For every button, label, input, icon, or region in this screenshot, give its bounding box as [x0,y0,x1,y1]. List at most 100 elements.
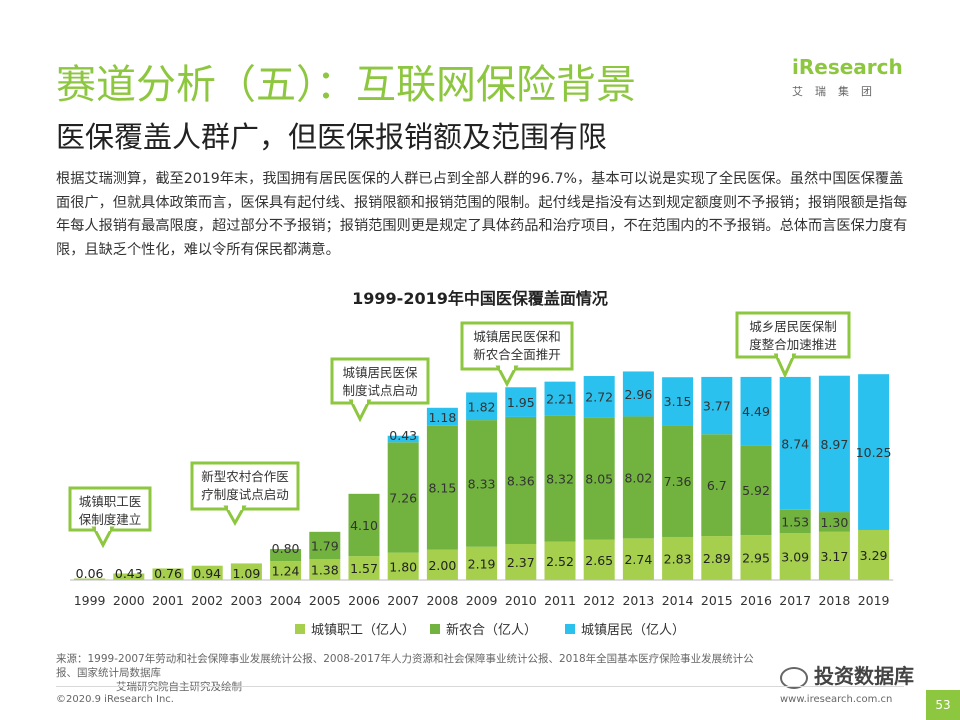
page-subtitle: 医保覆盖人群广，但医保报销额及范围有限 [56,120,608,154]
watermark-text: 投资数据库 [814,664,914,688]
page-title: 赛道分析（五）：互联网保险背景 [56,62,636,108]
source-line-1: 来源：1999-2007年劳动和社会保障事业发展统计公报、2008-2017年人… [56,653,754,679]
value-label: 6.7 [707,478,727,493]
bar-城镇居民（亿人）-2014 [662,377,694,426]
value-label: 3.17 [820,549,848,564]
bar-城镇职工（亿人）-2011 [544,541,576,580]
footer-divider [56,686,904,687]
value-label: 8.33 [468,476,496,491]
bar-城镇职工（亿人）-2009 [466,546,498,580]
value-label: 3.77 [703,399,731,414]
annotation-box [330,357,430,405]
value-label: 0.06 [76,566,104,581]
annotation-pointer-mask [500,365,514,370]
bar-城镇职工（亿人）-2018 [818,531,850,580]
iresearch-logo: iResearch 艾瑞集团 [792,55,912,99]
bar-新农合（亿人）-2006 [348,493,380,557]
bar-新农合（亿人）-2005 [309,531,341,560]
value-label: 8.97 [820,437,848,452]
value-label: 1.95 [507,395,535,410]
value-label: 10.25 [856,445,892,460]
x-tick-label: 2010 [505,593,537,608]
value-label: 1.24 [272,564,300,579]
annotation-text: 城乡居民医保制 [749,319,837,334]
x-tick-label: 2007 [387,593,419,608]
value-label: 2.21 [546,391,574,406]
bar-城镇职工（亿人）-2003 [230,563,262,580]
annotation-text: 度整合加速推进 [749,337,837,352]
bar-城镇居民（亿人）-2008 [426,407,458,426]
bar-新农合（亿人）-2015 [701,434,733,537]
x-tick-label: 2012 [583,593,615,608]
value-label: 2.65 [585,553,613,568]
bar-新农合（亿人）-2010 [505,416,537,544]
x-tick-label: 2015 [701,593,733,608]
bar-新农合（亿人）-2013 [622,416,654,539]
bar-城镇职工（亿人）-2004 [270,561,302,580]
x-tick-label: 2000 [113,593,145,608]
x-tick-label: 2005 [309,593,341,608]
annotation-text: 疗制度试点启动 [201,487,289,502]
x-tick-label: 2013 [622,593,654,608]
value-label: 1.30 [820,515,848,530]
annotation-pointer-mask [96,526,110,531]
bar-新农合（亿人）-2011 [544,415,576,542]
value-label: 4.10 [350,518,378,533]
bar-城镇居民（亿人）-2016 [740,376,772,446]
value-label: 7.36 [664,474,692,489]
value-label: 2.52 [546,554,574,569]
value-label: 2.96 [624,387,652,402]
value-label: 0.94 [193,566,221,581]
value-label: 8.32 [546,471,574,486]
value-label: 1.38 [311,563,339,578]
value-label: 2.89 [703,551,731,566]
bar-城镇职工（亿人）-1999 [74,578,106,580]
bar-城镇职工（亿人）-2014 [662,536,694,580]
value-label: 1.57 [350,561,378,576]
x-tick-label: 2017 [779,593,811,608]
value-label: 4.49 [742,404,770,419]
bar-城镇职工（亿人）-2019 [858,529,890,580]
bar-新农合（亿人）-2017 [779,509,811,534]
annotation-box [460,321,574,371]
bar-城镇居民（亿人）-2015 [701,376,733,435]
x-tick-label: 2009 [466,593,498,608]
bar-新农合（亿人）-2008 [426,425,458,550]
logo-wordmark: iResearch [792,55,903,79]
bar-城镇职工（亿人）-2016 [740,535,772,580]
bar-城镇居民（亿人）-2009 [466,392,498,421]
bar-城镇职工（亿人）-2008 [426,549,458,580]
value-label: 8.05 [585,472,613,487]
x-tick-label: 2011 [544,593,576,608]
annotation-text: 城镇居民医保 [342,365,418,380]
logo-cn-text: 艾瑞集团 [792,85,884,98]
bar-城镇职工（亿人）-2010 [505,543,537,580]
annotation-box [190,461,300,511]
bar-城镇居民（亿人）-2011 [544,381,576,416]
value-label: 3.29 [860,548,888,563]
value-label: 0.80 [272,541,300,556]
page-number: 53 [926,690,960,720]
annotation-text: 城镇居民医保和 [473,329,561,344]
bar-城镇居民（亿人）-2017 [779,376,811,510]
x-tick-label: 2008 [426,593,458,608]
bar-新农合（亿人）-2016 [740,445,772,536]
x-tick-label: 2001 [152,593,184,608]
value-label: 2.00 [428,558,456,573]
copyright: ©2020.9 iResearch Inc. [56,694,174,705]
chart-title: 1999-2019年中国医保覆盖面情况 [352,289,608,308]
bar-城镇职工（亿人）-2002 [191,565,223,580]
bar-城镇居民（亿人）-2012 [583,376,615,418]
x-tick-label: 1999 [74,593,106,608]
legend-label: 城镇职工（亿人） [311,623,415,638]
x-tick-label: 2019 [858,593,890,608]
annotation-box [68,486,152,532]
bar-新农合（亿人）-2007 [387,442,419,553]
value-label: 5.92 [742,483,770,498]
annotation-box [735,311,851,359]
body-paragraph: 根据艾瑞测算，截至2019年末，我国拥有居民医保的人群已占到全部人群的96.7%… [56,171,908,258]
annotation-pointer-mask [228,505,242,510]
source-line-2: 艾瑞研究院自主研究及绘制 [116,681,242,693]
x-tick-label: 2002 [191,593,223,608]
bar-城镇职工（亿人）-2006 [348,556,380,580]
